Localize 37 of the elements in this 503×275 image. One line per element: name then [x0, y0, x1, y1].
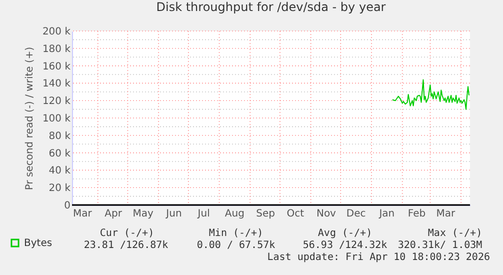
x-tick-label: Nov — [316, 208, 336, 220]
text: 23.81 /126.87k — [84, 240, 168, 251]
text: 56.93 /124.32k — [302, 240, 388, 251]
y-tick-label: 40 k — [48, 166, 71, 177]
y-tick-label: 140 k — [42, 78, 71, 90]
y-axis-title: Pr second read (-) / write (+) — [24, 46, 36, 190]
y-tick-label: 180 k — [42, 44, 71, 55]
x-tick-label: Jul — [196, 208, 210, 220]
x-tick-label: Feb — [408, 208, 426, 220]
x-tick-label: Dec — [346, 208, 366, 220]
y-tick-label: 200 k — [42, 26, 71, 38]
text: Avg (-/+) — [318, 228, 372, 239]
x-tick-label: Apr — [104, 208, 123, 220]
x-tick-label: Aug — [224, 208, 244, 220]
text: 320.31k/ 1.03M — [398, 240, 482, 251]
x-tick-label: May — [132, 208, 154, 220]
y-tick-label: 20 k — [48, 183, 71, 194]
x-tick-label: Jan — [378, 208, 395, 220]
y-tick-label: 160 k — [42, 61, 71, 72]
x-tick-label: Sep — [256, 208, 275, 220]
y-tick-label: 0 — [64, 200, 70, 212]
y-tick-label: 60 k — [48, 148, 71, 160]
y-tick-label: 80 k — [48, 130, 71, 142]
text: Min (-/+) — [208, 228, 264, 239]
x-tick-label: Jun — [165, 208, 182, 220]
text: Last update: Fri Apr 10 18:00:23 2026 — [267, 252, 490, 263]
x-tick-label: Oct — [286, 208, 304, 220]
text: Max (-/+) — [428, 228, 482, 239]
legend-label: Bytes — [24, 238, 52, 249]
text: Cur (-/+) — [100, 228, 154, 239]
line-series — [392, 79, 470, 110]
y-tick-label: 120 k — [42, 96, 71, 108]
x-tick-label: Mar — [436, 208, 456, 220]
y-tick-label: 100 k — [42, 114, 71, 124]
x-tick-label: Mar — [73, 208, 93, 220]
chart-title: Disk throughput for /dev/sda - by year — [156, 0, 386, 14]
text: 0.00 / 67.57k — [196, 240, 276, 251]
